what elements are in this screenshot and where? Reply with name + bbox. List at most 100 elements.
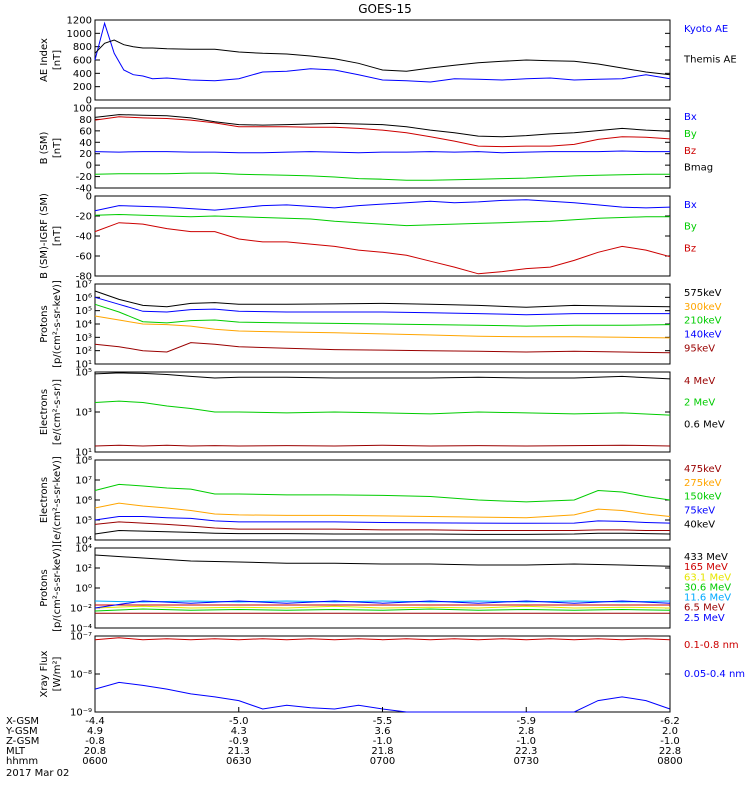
legend-label: By <box>684 222 697 233</box>
y-tick-label: 10⁶ <box>75 293 92 304</box>
series-line-bz <box>94 222 671 275</box>
panel-xray: 10⁻⁹ 10⁻⁸ 10⁻⁷ Xray Flux [W/m²] 0.1-0.8 nm 0.0… <box>39 632 745 719</box>
legend-label: 300keV <box>684 302 722 313</box>
y-tick-label: 10⁻⁸ <box>70 670 92 681</box>
ephemeris-value: -4.4 <box>85 716 105 727</box>
ephemeris-row-label: MLT <box>6 746 26 757</box>
ephemeris-value: -5.0 <box>229 716 249 727</box>
ephemeris-value: 20.8 <box>84 746 106 757</box>
y-tick-label: 10⁻² <box>70 604 92 615</box>
series-line-0-6-mev <box>94 372 671 380</box>
y-tick-label: 10⁴ <box>75 544 92 555</box>
y-tick-label: 80 <box>79 115 92 126</box>
series-line-475kev <box>94 521 670 531</box>
y-tick-label: 10⁷ <box>75 476 92 487</box>
legend-label: 11.6 MeV <box>684 593 731 604</box>
series-line-by <box>94 213 670 227</box>
y-tick-label: 40 <box>79 138 92 149</box>
ephemeris-value: 4.9 <box>87 726 103 737</box>
series-line-themis-ae <box>94 39 671 76</box>
legend-label: 575keV <box>684 288 722 299</box>
series-line-bx <box>94 150 670 154</box>
ephemeris-value: 0700 <box>370 756 395 767</box>
legend-label: 2 MeV <box>684 398 715 409</box>
ephemeris-value: -6.2 <box>660 716 680 727</box>
y-tick-label: -80 <box>76 272 92 283</box>
y-tick-label: 10¹ <box>75 448 92 459</box>
legend-label: 150keV <box>684 492 722 503</box>
ephemeris-row-label: X-GSM <box>6 716 39 727</box>
y-tick-label: 600 <box>73 56 92 67</box>
plot-date: 2017 Mar 02 <box>6 768 69 779</box>
y-axis-label: Protons <box>39 569 50 606</box>
panel-protons_mageds: 10¹ 10² 10³ 10⁴ 10⁵ 10⁶ 10⁷ Protons [p/(cm²-s-sr… <box>39 280 722 371</box>
y-axis-label: [nT] <box>52 226 63 246</box>
y-axis-label: [e/(cm²-s-sr)] <box>52 379 63 445</box>
series-line-300kev <box>94 315 671 339</box>
ephemeris-value: 21.8 <box>371 746 393 757</box>
ephemeris-value: -5.5 <box>373 716 393 727</box>
ephemeris-value: 0600 <box>82 756 107 767</box>
ephemeris-value: 2.8 <box>518 726 534 737</box>
chart-title: GOES-15 <box>358 2 412 16</box>
y-tick-label: 10⁵ <box>75 368 92 379</box>
y-tick-label: 10⁸ <box>75 456 92 467</box>
legend-label: 6.5 MeV <box>684 603 725 614</box>
y-axis-label: [nT] <box>52 138 63 158</box>
y-axis-label: Protons <box>39 305 50 342</box>
legend-label: 475keV <box>684 464 722 475</box>
y-tick-label: 20 <box>79 149 92 160</box>
legend-label: 165 MeV <box>684 562 728 573</box>
y-axis-label: Electrons <box>39 389 50 435</box>
panel-b_igrf: -80 -60 -40 -20 0 B (SM)-IGRF (SM) [nT] Bx By Bz <box>39 192 697 283</box>
series-line-by <box>94 172 670 181</box>
series-line-433-mev <box>94 554 671 567</box>
y-tick-label: -60 <box>76 252 92 263</box>
y-tick-label: 0 <box>86 161 92 172</box>
ephemeris-value: -1.0 <box>516 736 536 747</box>
ephemeris-value: 3.6 <box>375 726 391 737</box>
panel-frame <box>94 635 671 713</box>
series-line-bx <box>94 199 671 212</box>
y-tick-label: 400 <box>73 69 92 80</box>
panel-frame <box>94 19 671 101</box>
ephemeris-value: -1.0 <box>373 736 393 747</box>
y-tick-label: 1200 <box>67 16 92 27</box>
legend-label: 0.05-0.4 nm <box>684 669 745 680</box>
legend-label: 40keV <box>684 519 715 530</box>
y-tick-label: 800 <box>73 42 92 53</box>
y-axis-label: [p/(cm²-s-sr-keV)] <box>52 280 63 368</box>
y-tick-label: 10⁵ <box>75 306 92 317</box>
series-line-bmag <box>94 114 671 138</box>
legend-label: 4 MeV <box>684 376 715 387</box>
series-line-275kev <box>94 502 671 519</box>
legend-label: 0.1-0.8 nm <box>684 640 739 651</box>
ephemeris-value: 0630 <box>226 756 251 767</box>
y-tick-label: 10⁻⁴ <box>70 624 92 635</box>
series-line-kyoto-ae <box>94 21 671 83</box>
y-tick-label: -40 <box>76 184 92 195</box>
series-line-30-6-mev <box>94 608 671 612</box>
legend-label: 210keV <box>684 316 722 327</box>
series-line-4-mev <box>94 444 671 447</box>
legend-label: 30.6 MeV <box>684 582 731 593</box>
series-line-11-6-mev <box>94 600 671 603</box>
ephemeris-value: -0.9 <box>229 736 249 747</box>
y-axis-label: B (SM) <box>39 131 50 164</box>
ephemeris-row-label: Z-GSM <box>6 736 39 747</box>
legend-label: 63.1 MeV <box>684 572 731 583</box>
legend-label: Bx <box>684 112 697 123</box>
series-line-150kev <box>94 483 671 503</box>
y-axis-label: [nT] <box>52 50 63 70</box>
y-axis-label: AE Index <box>39 38 50 82</box>
legend-label: Kyoto AE <box>684 24 728 35</box>
legend-label: 75keV <box>684 505 715 516</box>
series-line-2-5-mev <box>94 600 671 609</box>
series-line-2-mev <box>94 400 671 416</box>
ephemeris-value: 22.8 <box>659 746 681 757</box>
y-tick-label: 10⁶ <box>75 496 92 507</box>
series-line-0-1-0-8-nm <box>94 637 671 641</box>
legend-label: Bmag <box>684 163 713 174</box>
y-tick-label: 10⁰ <box>75 584 92 595</box>
